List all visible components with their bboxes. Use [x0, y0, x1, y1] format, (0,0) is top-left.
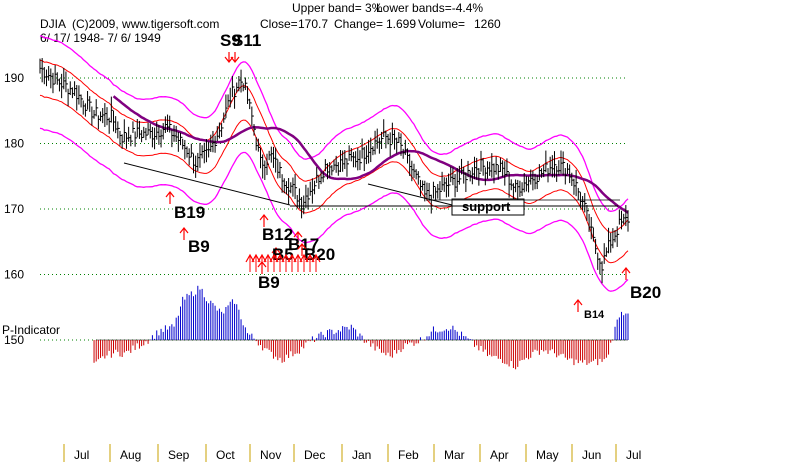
trend-line-1: [123, 162, 291, 206]
volume-value: 1260: [474, 17, 501, 31]
buy-arrow-head: [621, 267, 631, 274]
signal-label: S9: [220, 31, 241, 50]
month-label: Jan: [352, 448, 371, 462]
month-label: Apr: [490, 448, 509, 462]
close-label: Close=: [260, 17, 298, 31]
y-tick-label: 180: [4, 137, 24, 151]
month-label: May: [536, 448, 559, 462]
y-axis: 190 180 170 160 150: [4, 71, 24, 347]
header: DJIA (C)2009, www.tigersoft.com Close= 1…: [40, 1, 501, 45]
month-label: Oct: [216, 448, 235, 462]
month-label: Dec: [304, 448, 325, 462]
month-label: Mar: [444, 448, 465, 462]
signal-label: B9: [258, 273, 280, 292]
y-tick-label: 170: [4, 202, 24, 216]
copyright-label: (C)2009, www.tigersoft.com: [72, 17, 219, 31]
buy-arrow-head: [179, 227, 189, 234]
trend-line-2: [367, 183, 453, 206]
change-label: Change=: [334, 17, 383, 31]
lower-band-label: Lower bands=-4.4%: [376, 1, 483, 15]
price-bars: [39, 58, 630, 284]
lower-band-inner: [39, 94, 629, 264]
month-label: Jul: [74, 448, 89, 462]
buy-arrow-head: [573, 299, 583, 306]
buy-arrow-head: [165, 191, 175, 198]
sell-arrow-head: [224, 56, 234, 63]
date-range: 6/ 17/ 1948- 7/ 6/ 1949: [40, 31, 161, 45]
buy-arrow-head: [297, 243, 307, 250]
signal-label: B9: [188, 237, 210, 256]
signal-label: S11: [232, 31, 261, 50]
x-axis: Jul Aug Sep Oct Nov Dec Jan Feb Mar Apr May Jun Jul: [63, 444, 641, 462]
y-tick-label: 190: [4, 71, 24, 85]
symbol-label: DJIA: [40, 17, 66, 31]
signal-label: B20: [630, 283, 661, 302]
indicator-label: P-Indicator: [2, 323, 60, 337]
buy-arrow-head: [293, 231, 303, 238]
signal-label: B14: [584, 309, 605, 321]
month-label: Sep: [168, 448, 190, 462]
buy-arrow-head: [259, 214, 269, 221]
upper-band-label: Upper band= 3%: [292, 1, 383, 15]
close-value: 170.7: [298, 17, 328, 31]
volume-label: Volume=: [418, 17, 465, 31]
support-label-box: [451, 198, 525, 216]
month-label: Nov: [260, 448, 281, 462]
moving-average-line: [112, 95, 629, 214]
support-line-group: support: [123, 162, 620, 216]
signal-label: B19: [174, 203, 205, 222]
p-indicator: [93, 285, 629, 370]
lower-band-outer: [39, 127, 629, 292]
upper-band-outer: [39, 35, 629, 212]
signal-label: B17: [288, 235, 319, 254]
month-label: Jun: [582, 448, 601, 462]
change-value: 1.699: [386, 17, 416, 31]
buy-arrow-head: [271, 247, 281, 254]
y-tick-label: 160: [4, 268, 24, 282]
y-tick-label: 150: [4, 333, 24, 347]
signal-label: B12: [262, 225, 293, 244]
month-label: Feb: [398, 448, 419, 462]
month-label: Aug: [120, 448, 141, 462]
upper-band-inner: [39, 59, 629, 233]
moving-average: [112, 95, 629, 214]
month-label: Jul: [626, 448, 641, 462]
